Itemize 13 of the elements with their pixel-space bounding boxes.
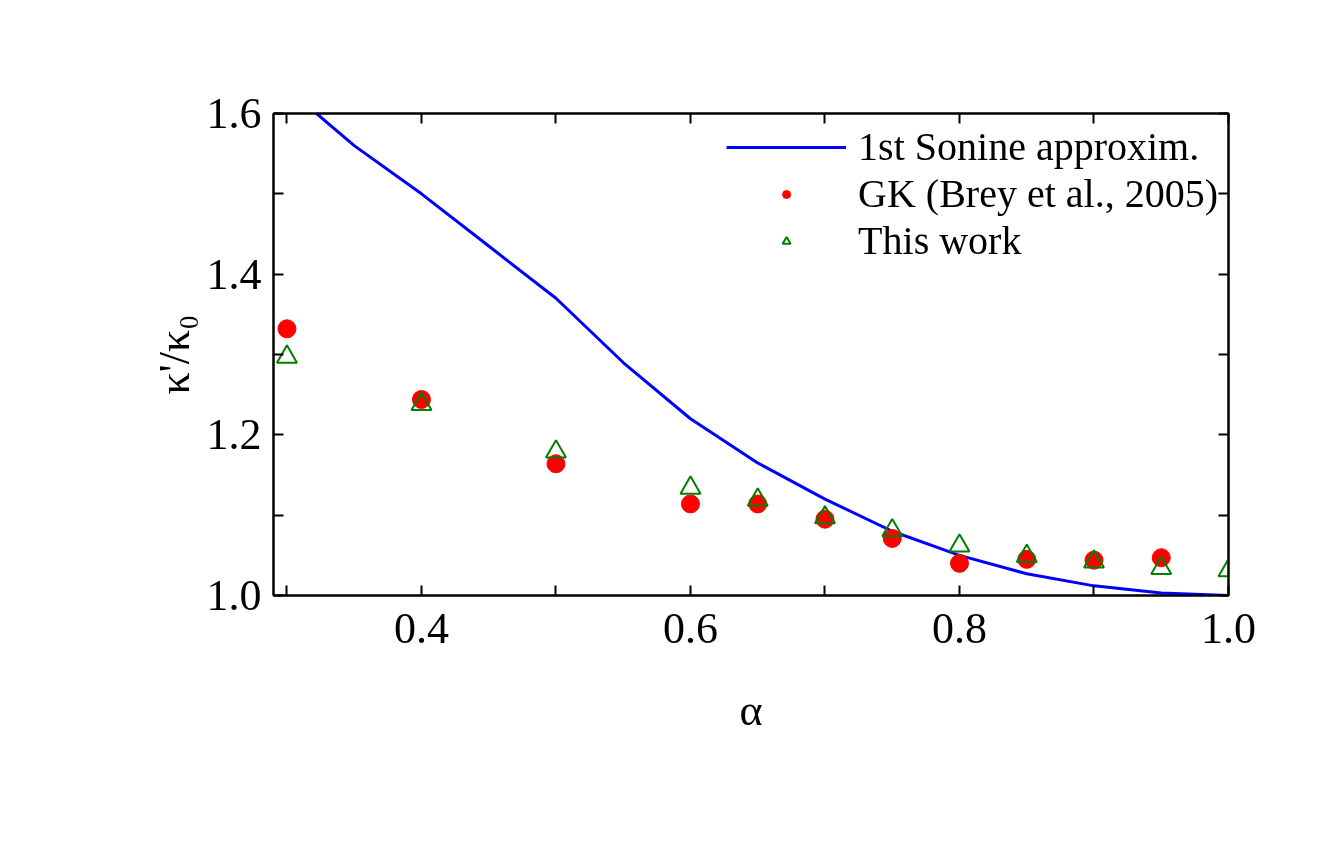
y-tick-label: 1.2 xyxy=(206,410,262,460)
x-tick-label: 1.0 xyxy=(1201,603,1256,653)
legend-label: GK (Brey et al., 2005) xyxy=(858,170,1218,217)
legend-label: 1st Sonine approxim. xyxy=(858,123,1200,170)
legend-label: This work xyxy=(858,217,1022,264)
y-axis-title: κ'/κ₀ xyxy=(149,314,199,395)
y-tick-label: 1.0 xyxy=(206,571,262,620)
x-tick-label: 0.8 xyxy=(931,603,987,653)
x-tick-label: 0.6 xyxy=(662,603,718,653)
x-tick-label: 0.4 xyxy=(393,603,449,653)
y-tick-label: 1.4 xyxy=(206,249,262,299)
x-axis-title: α xyxy=(739,685,763,735)
y-tick-label: 1.6 xyxy=(206,89,262,138)
